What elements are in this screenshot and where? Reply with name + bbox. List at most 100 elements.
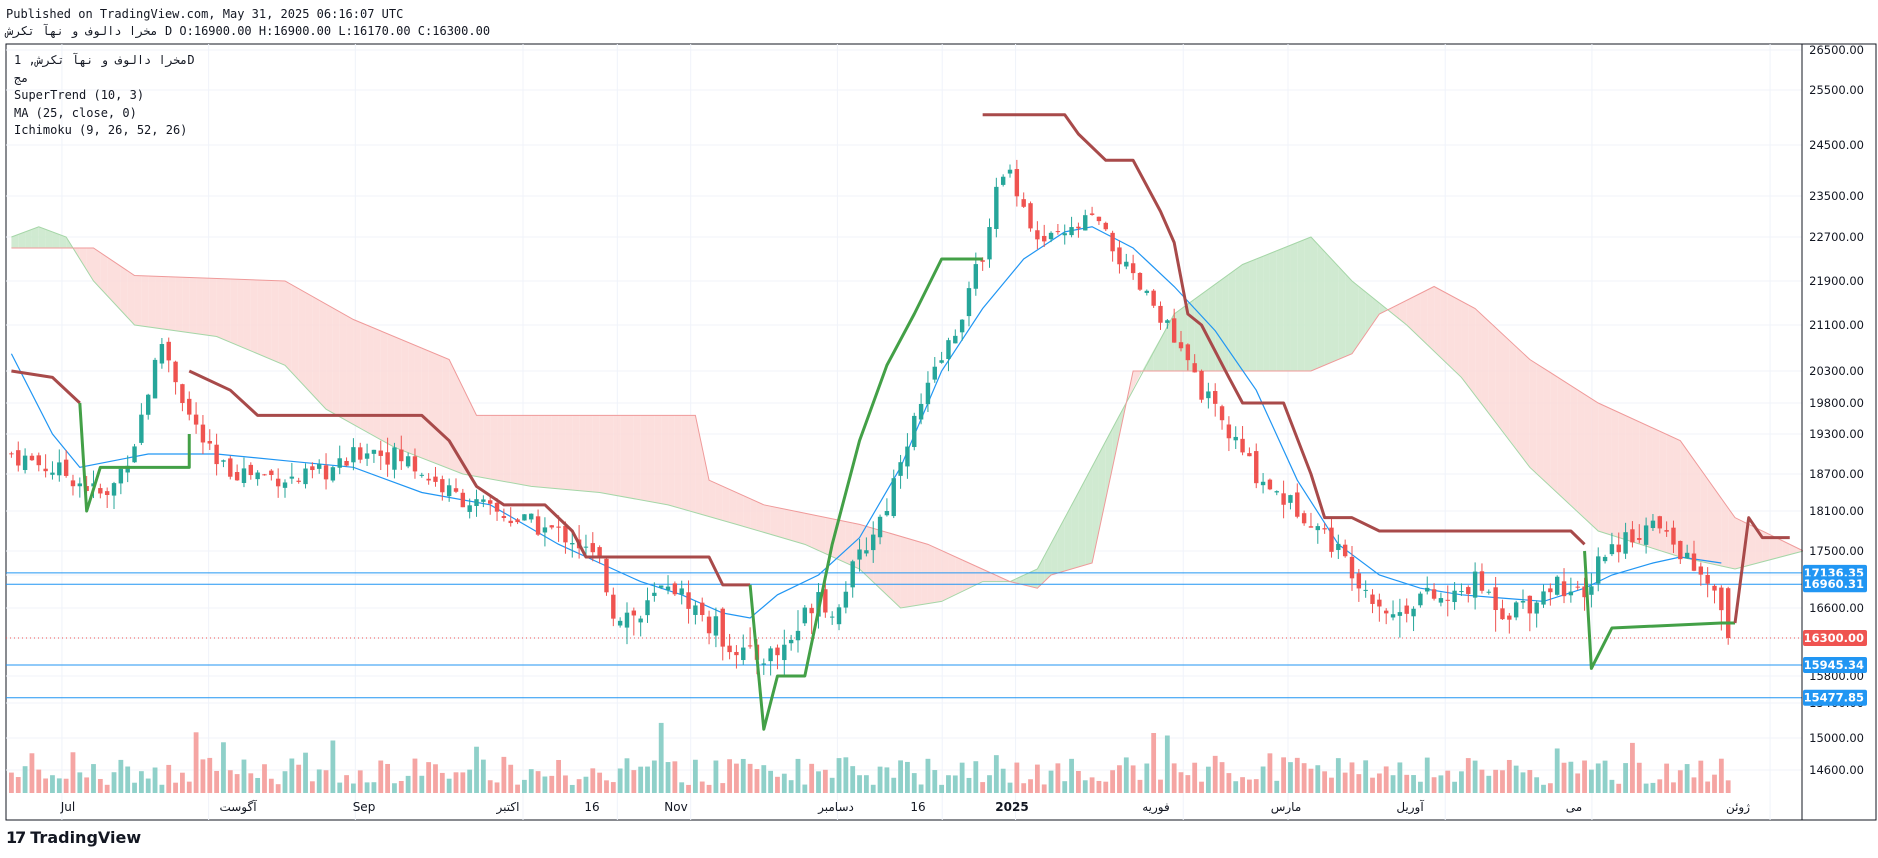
candle-body — [1452, 590, 1457, 603]
cloud-segment — [332, 307, 340, 417]
volume-bar — [166, 764, 172, 793]
candle-body — [973, 264, 979, 289]
legend-ichimoku[interactable]: Ichimoku (9, 26, 52, 26) — [14, 123, 188, 137]
candle-body — [1103, 222, 1108, 230]
cloud-segment — [1488, 320, 1496, 422]
volume-bar — [1725, 780, 1731, 793]
volume-bar — [385, 763, 391, 793]
candle-body — [152, 359, 158, 399]
y-tick-label: 20300.00 — [1809, 364, 1864, 378]
candle-body — [419, 474, 425, 476]
volume-bar — [241, 759, 247, 793]
cloud-segment — [428, 350, 436, 464]
cloud-segment — [524, 415, 532, 487]
candle-body — [1678, 540, 1683, 560]
volume-bar — [316, 769, 322, 793]
candle-body — [1185, 344, 1191, 361]
cloud-span-b — [11, 247, 1804, 589]
cloud-segment — [462, 387, 470, 476]
volume-bar — [1041, 784, 1047, 793]
candle-body — [638, 618, 643, 623]
x-tick-label: Nov — [664, 800, 687, 814]
cloud-segment — [421, 348, 429, 461]
candle-body — [1534, 602, 1539, 614]
candle-body — [1315, 526, 1321, 531]
volume-bar — [1513, 765, 1519, 793]
volume-bar — [1506, 759, 1512, 793]
y-tick-label: 19800.00 — [1809, 396, 1864, 410]
candle-body — [1637, 538, 1642, 540]
cloud-segment — [811, 514, 819, 551]
volume-bar — [221, 742, 226, 793]
cloud-segment — [804, 512, 812, 548]
candle-body — [1500, 608, 1505, 620]
volume-bar — [911, 773, 917, 793]
volume-bar — [398, 780, 404, 793]
cloud-segment — [202, 278, 210, 336]
cloud-segment — [1310, 237, 1318, 371]
volume-bar — [104, 784, 110, 793]
candle-body — [193, 414, 199, 425]
x-tick-label: Sep — [353, 800, 376, 814]
candle-body — [966, 288, 972, 317]
candle-body — [166, 341, 171, 361]
volume-bar — [1712, 774, 1717, 793]
volume-bar — [1171, 763, 1177, 793]
volume-bar — [36, 769, 42, 793]
volume-bar — [309, 781, 315, 793]
cloud-segment — [86, 248, 94, 281]
candle-body — [686, 592, 691, 609]
volume-bar — [1438, 775, 1444, 793]
y-tick-label: 23500.00 — [1809, 189, 1864, 203]
candle-body — [255, 472, 260, 480]
candle-body — [645, 600, 650, 616]
candle-body — [563, 525, 568, 543]
cloud-segment — [1139, 362, 1147, 375]
candle-body — [1288, 495, 1293, 503]
volume-bar — [761, 765, 767, 793]
cloud-segment — [1071, 492, 1079, 569]
volume-bar — [1616, 783, 1622, 793]
cloud-segment — [1085, 467, 1093, 565]
cloud-segment — [921, 542, 928, 605]
candle-body — [617, 620, 623, 626]
volume-bar — [1233, 781, 1239, 793]
volume-bar — [713, 760, 719, 793]
candle-body — [118, 468, 124, 484]
candle-body — [1178, 342, 1184, 349]
legend-ma[interactable]: MA (25, close, 0) — [14, 105, 137, 120]
cloud-segment — [558, 415, 566, 490]
volume-bar — [699, 781, 705, 793]
cloud-segment — [1297, 239, 1305, 371]
cloud-segment — [1283, 245, 1291, 371]
cloud-segment — [1249, 259, 1257, 371]
volume-bar — [1404, 774, 1410, 793]
volume-bar — [816, 771, 821, 793]
candle-body — [358, 447, 363, 460]
candle-body — [549, 525, 554, 528]
volume-bar — [665, 762, 671, 793]
volume-bar — [132, 782, 137, 793]
candle-body — [727, 645, 732, 653]
volume-bar — [111, 772, 117, 793]
legend-supertrend[interactable]: SuperTrend (10, 3) — [14, 88, 145, 102]
volume-bar — [959, 762, 965, 793]
candle-body — [905, 446, 910, 467]
tradingview-logo[interactable]: 17 TradingView — [6, 828, 141, 847]
candle-body — [1322, 528, 1327, 530]
cloud-segment — [572, 415, 580, 491]
candle-body — [1383, 610, 1389, 614]
cloud-segment — [456, 372, 463, 474]
tradingview-logo-icon: 17 — [6, 828, 26, 847]
cloud-segment — [1393, 303, 1400, 320]
volume-bar — [1370, 777, 1375, 793]
cloud-segment — [237, 279, 244, 348]
cloud-segment — [585, 415, 593, 492]
tradingview-brand: TradingView — [30, 828, 142, 847]
legend-title[interactable]: مخرا دالوف و نهآ تکرش, 1D — [14, 53, 195, 67]
cloud-segment — [606, 415, 614, 495]
candle-body — [1493, 587, 1498, 611]
cloud-segment — [414, 345, 422, 458]
x-tick-label: مارس — [1271, 800, 1302, 815]
volume-bar — [1103, 781, 1109, 793]
